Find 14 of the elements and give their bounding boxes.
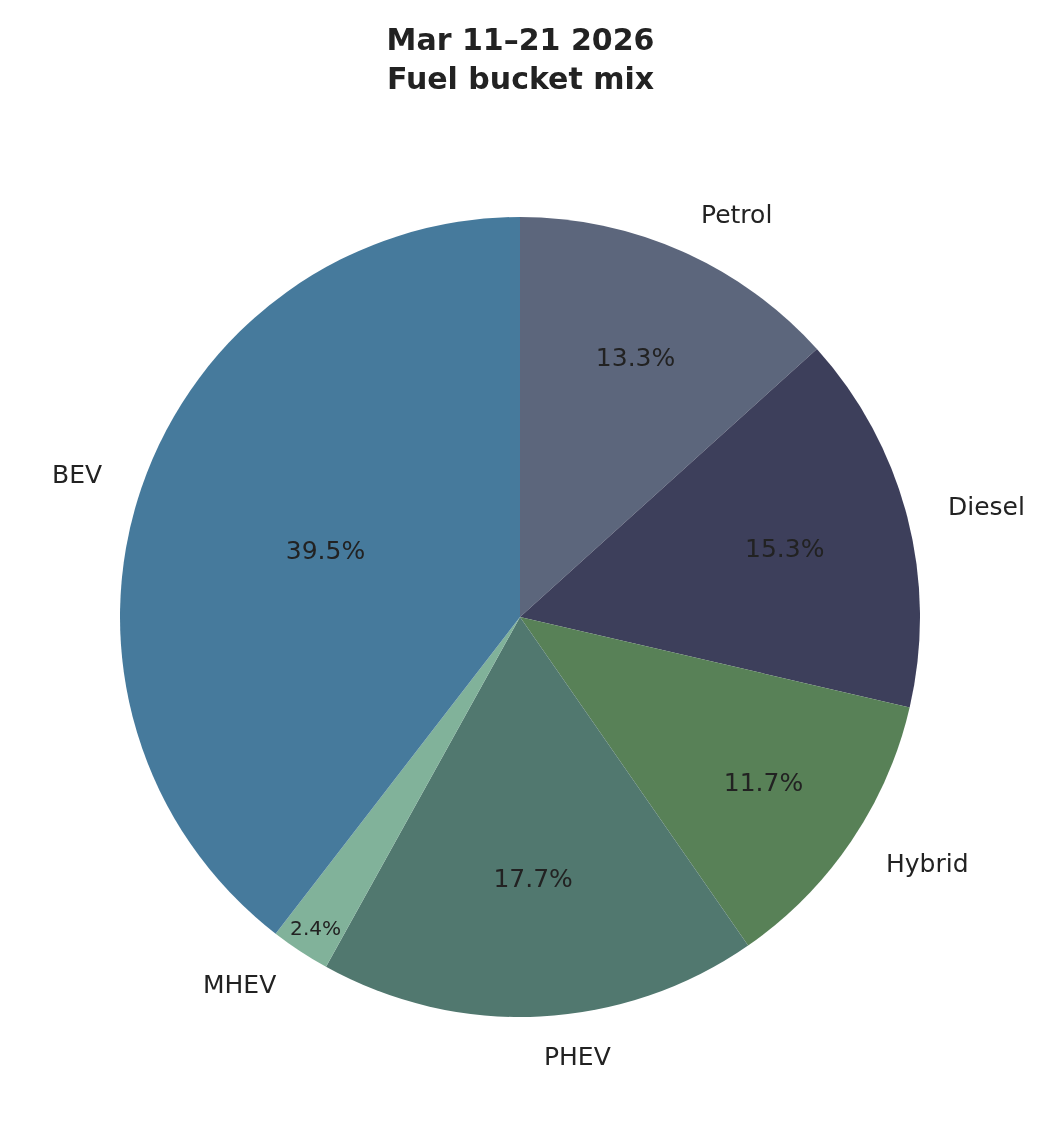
data-label: 17.7% bbox=[493, 863, 573, 893]
pie-slice bbox=[520, 348, 920, 708]
slice-label: PHEV bbox=[544, 1042, 611, 1071]
slice-label: Hybrid bbox=[886, 849, 969, 878]
slice-label: BEV bbox=[52, 460, 103, 489]
chart-title: Mar 11–21 2026 Fuel bucket mix bbox=[386, 22, 655, 96]
slice-label: Diesel bbox=[948, 492, 1025, 521]
data-label: 2.4% bbox=[290, 915, 342, 940]
slice-label: Petrol bbox=[701, 200, 773, 229]
slice-label: MHEV bbox=[203, 970, 277, 999]
data-label: 15.3% bbox=[745, 534, 825, 564]
data-label: 39.5% bbox=[285, 536, 366, 566]
data-label: 11.7% bbox=[723, 767, 804, 797]
data-label: 13.3% bbox=[595, 342, 676, 372]
